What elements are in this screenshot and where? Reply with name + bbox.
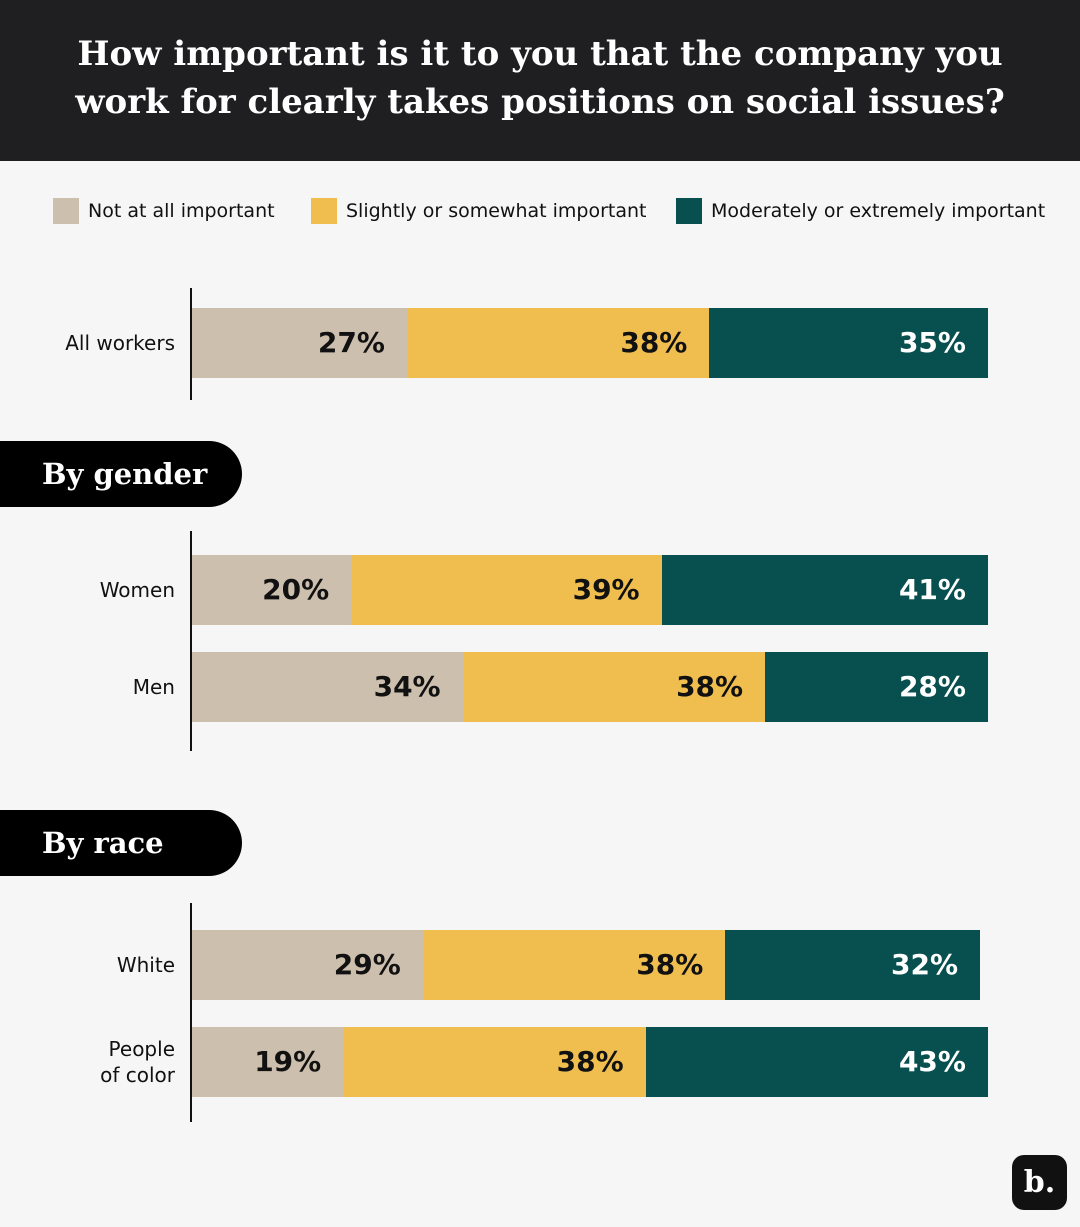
bar-segment — [192, 1027, 344, 1097]
value-label: 38% — [676, 670, 744, 703]
category-label: White — [116, 953, 175, 977]
legend-swatch — [311, 198, 337, 224]
section-title: By gender — [42, 457, 208, 491]
category-label: Women — [99, 578, 175, 602]
value-label: 43% — [898, 1045, 966, 1078]
section-pill — [0, 810, 242, 876]
header — [0, 0, 1080, 161]
chart-title: How important is it to you that the comp… — [75, 34, 1005, 122]
legend-label: Slightly or somewhat important — [346, 200, 647, 222]
value-label: 32% — [891, 948, 959, 981]
section-title: By race — [42, 826, 164, 860]
value-label: 38% — [636, 948, 704, 981]
bar-segment — [351, 555, 662, 625]
legend-label: Moderately or extremely important — [711, 200, 1046, 222]
legend-swatch — [676, 198, 702, 224]
axis-line — [190, 531, 192, 751]
value-label: 39% — [572, 573, 640, 606]
legend-label: Not at all important — [88, 200, 275, 222]
bar-segment — [709, 308, 988, 378]
bar-segment — [343, 1027, 646, 1097]
axis-line — [190, 288, 192, 400]
bar-segment — [192, 555, 352, 625]
bar-segment — [725, 930, 981, 1000]
value-label: 38% — [556, 1045, 624, 1078]
bar-segment — [462, 652, 766, 722]
category-label: Men — [132, 675, 175, 699]
axis-line — [190, 903, 192, 1122]
bar-segment — [765, 652, 988, 722]
value-label: 38% — [620, 326, 688, 359]
bar-segment — [422, 930, 726, 1000]
value-label: 29% — [333, 948, 401, 981]
legend-swatch — [53, 198, 79, 224]
bar-segment — [661, 555, 988, 625]
section-pill — [0, 441, 242, 507]
value-label: 27% — [317, 326, 385, 359]
value-label: 28% — [898, 670, 966, 703]
bar-segment — [406, 308, 710, 378]
value-label: 20% — [262, 573, 330, 606]
bar-segment — [192, 308, 407, 378]
value-label: 34% — [373, 670, 441, 703]
bar-segment — [645, 1027, 988, 1097]
bar-segment — [192, 652, 463, 722]
value-label: 19% — [254, 1045, 322, 1078]
logo: b. — [1012, 1155, 1067, 1210]
value-label: 35% — [898, 326, 966, 359]
value-label: 41% — [898, 573, 966, 606]
bar-segment — [192, 930, 423, 1000]
category-label: All workers — [65, 331, 175, 355]
category-label: People of color — [100, 1037, 175, 1087]
